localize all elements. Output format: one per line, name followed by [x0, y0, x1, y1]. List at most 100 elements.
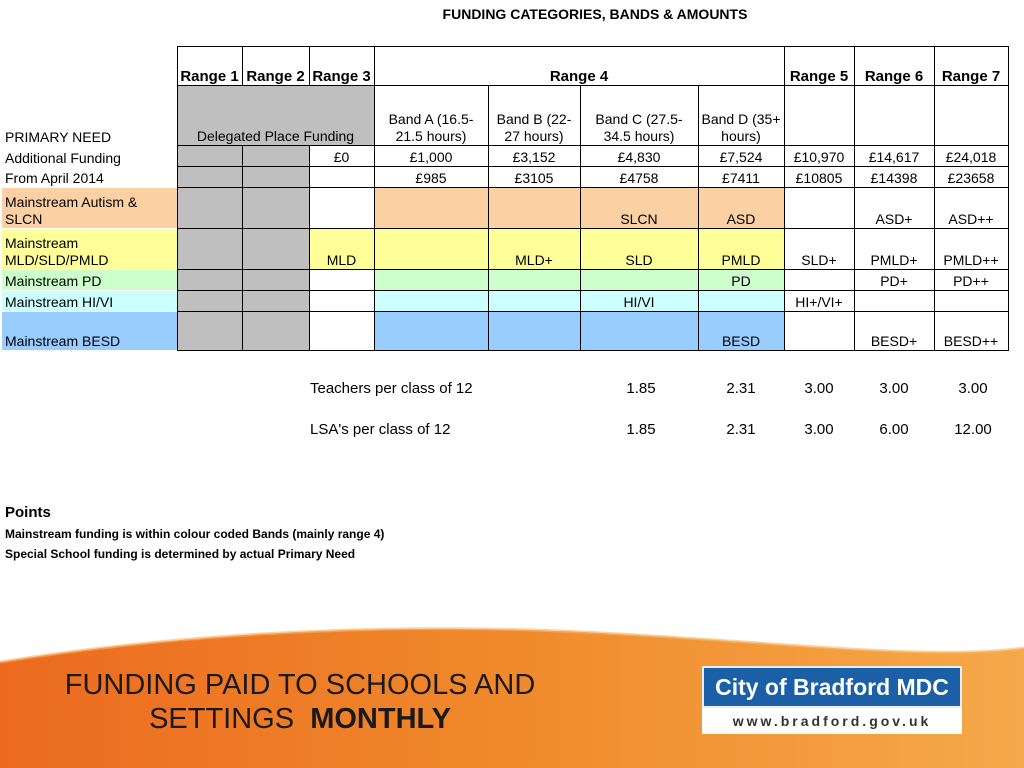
- grey-cell: [176, 269, 243, 291]
- band-a-amount: £985: [373, 166, 489, 188]
- band-a-cell: [373, 187, 489, 229]
- autism-slcn-row: Mainstream Autism & SLCN SLCN ASD ASD+ A…: [2, 187, 1009, 229]
- grey-cell: [241, 228, 310, 270]
- row-label: Mainstream PD: [2, 269, 177, 291]
- footer-title: FUNDING PAID TO SCHOOLS AND SETTINGS MON…: [0, 668, 600, 736]
- band-d-cell: [697, 290, 785, 312]
- teachers-band-d: 2.31: [726, 380, 756, 397]
- lsa-band-d: 2.31: [726, 421, 756, 438]
- band-d-cell: BESD: [697, 311, 785, 351]
- points-section: Points Mainstream funding is within colo…: [5, 504, 384, 567]
- lsa-range-6: 6.00: [879, 421, 909, 438]
- empty-cell: [933, 85, 1009, 146]
- grey-cell: [176, 290, 243, 312]
- grey-cell: [176, 187, 243, 229]
- band-b-cell: [487, 269, 581, 291]
- range-6-header: Range 6: [853, 46, 935, 86]
- lsa-range-5: 3.00: [804, 421, 834, 438]
- grey-cell: [241, 269, 310, 291]
- row-label: Mainstream Autism & SLCN: [2, 187, 177, 229]
- row-label: Mainstream MLD/SLD/PMLD: [2, 228, 177, 270]
- empty-cell: [308, 187, 375, 229]
- teachers-row: Teachers per class of 12 1.85 2.31 3.00 …: [0, 380, 1024, 400]
- range-5-header: Range 5: [783, 46, 855, 86]
- lsa-row: LSA's per class of 12 1.85 2.31 3.00 6.0…: [0, 421, 1024, 441]
- grey-cell: [176, 311, 243, 351]
- points-line-1: Mainstream funding is within colour code…: [5, 527, 385, 541]
- band-c-cell: [579, 269, 699, 291]
- empty-cell: [853, 290, 935, 312]
- range-5-cell: HI+/VI+: [783, 290, 855, 312]
- mld-sld-pmld-row: Mainstream MLD/SLD/PMLD MLD MLD+ SLD PML…: [2, 228, 1009, 270]
- band-a-cell: [373, 228, 489, 270]
- april-2014-row: From April 2014 £985 £3105 £4758 £7411 £…: [2, 166, 1009, 188]
- band-d-amount: £7,524: [697, 145, 785, 167]
- range-6-cell: BESD+: [853, 311, 935, 351]
- additional-funding-row: Additional Funding £0 £1,000 £3,152 £4,8…: [2, 145, 1009, 167]
- footer-title-line-1: FUNDING PAID TO SCHOOLS AND: [64, 669, 536, 701]
- empty-cell: [308, 269, 375, 291]
- empty-cell: [783, 187, 855, 229]
- band-b-cell: [487, 311, 581, 351]
- band-c-cell: HI/VI: [579, 290, 699, 312]
- teachers-band-c: 1.85: [626, 380, 656, 397]
- empty-cell: [853, 85, 935, 146]
- teachers-range-5: 3.00: [804, 380, 834, 397]
- range-7-cell: PD++: [933, 269, 1009, 291]
- grey-cell: [241, 187, 310, 229]
- range-7-cell: PMLD++: [933, 228, 1009, 270]
- band-b-cell: [487, 290, 581, 312]
- band-c-cell: SLCN: [579, 187, 699, 229]
- range-7-cell: BESD++: [933, 311, 1009, 351]
- grey-cell: [241, 311, 310, 351]
- range-6-amount: £14398: [853, 166, 935, 188]
- funding-table: Range 1 Range 2 Range 3 Range 4 Range 5 …: [2, 46, 1009, 351]
- range-5-cell: SLD+: [783, 228, 855, 270]
- footer-title-bold: MONTHLY: [310, 703, 451, 735]
- band-d-cell: PD: [697, 269, 785, 291]
- teachers-range-6: 3.00: [879, 380, 909, 397]
- band-b-amount: £3,152: [487, 145, 581, 167]
- row-label: Mainstream HI/VI: [2, 290, 177, 312]
- range-7-amount: £23658: [933, 166, 1009, 188]
- empty-cell: [783, 85, 855, 146]
- grey-cell: [176, 166, 243, 188]
- range-2-header: Range 2: [241, 46, 310, 86]
- range-5-amount: £10,970: [783, 145, 855, 167]
- band-b-amount: £3105: [487, 166, 581, 188]
- logo-name: City of Bradford MDC: [702, 666, 962, 708]
- pd-row: Mainstream PD PD PD+ PD++: [2, 269, 1009, 291]
- range-6-amount: £14,617: [853, 145, 935, 167]
- page-title: FUNDING CATEGORIES, BANDS & AMOUNTS: [442, 6, 748, 22]
- band-d-cell: ASD: [697, 187, 785, 229]
- empty-cell: [308, 166, 375, 188]
- empty-cell: [2, 47, 177, 86]
- band-c-cell: SLD: [579, 228, 699, 270]
- logo-url: www.bradford.gov.uk: [702, 708, 962, 734]
- range-3-cell: MLD: [308, 228, 375, 270]
- band-d-amount: £7411: [697, 166, 785, 188]
- range-6-cell: PMLD+: [853, 228, 935, 270]
- band-a-amount: £1,000: [373, 145, 489, 167]
- range-3-amount: £0: [308, 145, 375, 167]
- band-d-header: Band D (35+ hours): [697, 85, 785, 146]
- empty-cell: [783, 269, 855, 291]
- band-a-cell: [373, 311, 489, 351]
- band-a-cell: [373, 290, 489, 312]
- besd-row: Mainstream BESD BESD BESD+ BESD++: [2, 311, 1009, 351]
- points-title: Points: [5, 504, 51, 521]
- band-a-header: Band A (16.5-21.5 hours): [373, 85, 489, 146]
- band-header-row: PRIMARY NEED Delegated Place Funding Ban…: [2, 85, 1009, 146]
- range-7-cell: ASD++: [933, 187, 1009, 229]
- empty-cell: [308, 290, 375, 312]
- band-c-cell: [579, 311, 699, 351]
- range-header-row: Range 1 Range 2 Range 3 Range 4 Range 5 …: [2, 46, 1009, 86]
- grey-cell: [241, 290, 310, 312]
- band-c-amount: £4758: [579, 166, 699, 188]
- row-label: Additional Funding: [5, 149, 121, 166]
- empty-cell: [308, 311, 375, 351]
- lsa-label: LSA's per class of 12: [310, 421, 451, 438]
- teachers-label: Teachers per class of 12: [310, 380, 473, 397]
- row-label: Mainstream BESD: [2, 311, 177, 350]
- band-d-cell: PMLD: [697, 228, 785, 270]
